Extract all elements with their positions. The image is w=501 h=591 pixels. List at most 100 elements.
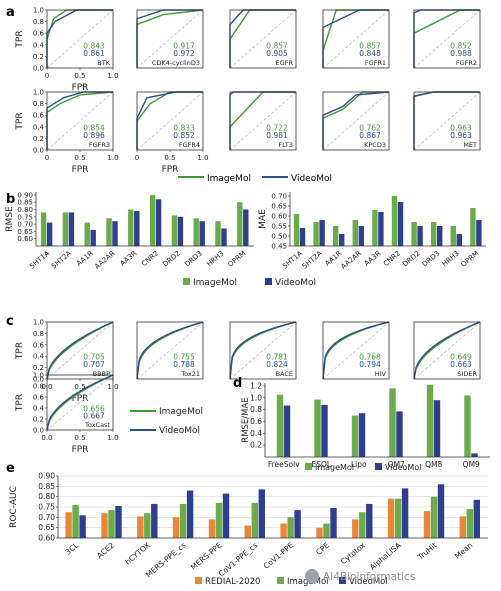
x-category-label: AA1R [75,249,95,267]
bar-imagemol [144,513,151,538]
bar-videomol [358,413,366,457]
legend-swatch [339,577,346,584]
x-axis-label: FPR [162,165,179,175]
bar-imagemol [287,517,294,538]
bar-imagemol [293,214,300,246]
bar-videomol [134,211,140,246]
y-tick-label: 0.4 [250,429,262,438]
roc-curve-videomol [413,321,481,380]
legend-swatch [183,278,190,285]
y-axis-label: ROC-AUC [9,486,19,528]
roc-plot-name: BBBP [93,370,110,378]
y-tick-label: 0.90 [38,472,55,481]
roc-frame [322,9,390,69]
x-category-label: DRD3 [421,249,442,268]
x-category-label: HRH3 [205,249,225,268]
bar-videomol [177,216,184,246]
roc-frame [413,321,481,380]
y-tick-label: 1.2 [250,381,262,390]
bar-imagemol [394,498,402,538]
bar-videomol [476,220,482,246]
wechat-icon [305,569,319,583]
auc-videomol-label: 0.852 [173,131,195,140]
roc-plot-name: ToxCast [84,421,110,429]
bar-redial-2020 [101,513,108,538]
x-tick-label: 1.0 [107,434,118,442]
bar-videomol [319,220,325,246]
x-category-label: DRD2 [401,249,422,268]
auc-videomol-label: 0.963 [450,131,472,140]
y-tick-label: 0.60 [17,235,33,243]
y-axis-label: TPR [15,342,25,360]
roc-frame [229,321,297,380]
roc-plot-name: HIV [375,370,387,378]
bar-videomol [151,503,158,538]
bar-imagemol [313,222,319,246]
roc-frame [136,321,204,380]
x-category-label: AA2AR [339,249,363,271]
bar-imagemol [391,196,398,246]
x-category-label: AA3R [363,249,383,267]
y-axis-label: TPR [15,112,25,130]
bar-videomol [115,506,122,538]
bar-imagemol [470,208,476,246]
auc-imagemol-label: 0.755 [173,353,195,362]
auc-videomol-label: 0.848 [359,49,381,58]
y-tick-label: 0.6 [33,112,45,120]
auc-imagemol-label: 0.705 [83,353,105,362]
x-category-label: DRD2 [161,249,182,268]
bar-redial-2020 [316,527,323,538]
x-category-label: CPE [314,540,331,556]
auc-videomol-label: 0.794 [359,360,381,369]
roc-curve-videomol [46,374,114,431]
bar-videomol [79,515,86,538]
roc-frame [229,91,297,151]
y-tick-label: 0.8 [250,405,262,414]
bar-videomol [397,202,404,246]
x-tick-label: 0.5 [74,72,85,80]
y-tick-label: 0.8 [33,100,44,108]
legend-label: VideoMol [275,278,316,288]
legend-swatch [265,278,272,285]
bar-videomol [243,209,249,246]
legend-swatch [305,463,312,470]
auc-imagemol-label: 0.768 [359,353,381,362]
y-tick-label: 0.4 [33,123,45,131]
roc-frame [413,9,481,69]
bar-imagemol [464,395,471,457]
auc-videomol-label: 0.905 [266,49,288,58]
auc-videomol-label: 0.861 [83,49,105,58]
y-tick-label: 0.45 [271,243,287,251]
bar-imagemol [351,415,359,457]
legend-imagemol-label: ImageMol [159,407,203,417]
auc-videomol-label: 0.896 [83,131,105,140]
x-tick-label: 1.0 [107,72,118,80]
y-tick-label: 0.2 [33,53,44,61]
auc-imagemol-label: 0.857 [359,41,381,50]
y-tick-label: 0.0 [33,376,44,384]
bar-redial-2020 [244,525,251,538]
roc-plot-name: MET [463,141,477,149]
x-category-label: 5HT2A [50,249,73,270]
bar-redial-2020 [280,523,287,538]
bar-imagemol [251,502,258,538]
y-tick-label: 0.75 [38,503,55,512]
roc-plot-name: SIDER [457,370,477,378]
x-category-label: 5HT1A [281,249,304,270]
bar-imagemol [359,512,366,538]
y-axis-label: TPR [15,30,25,48]
roc-plot-name: CDK4-cyclinD3 [152,59,200,67]
roc-diagonal [46,374,114,431]
bar-videomol [321,404,328,457]
roc-diagonal [413,321,481,380]
y-tick-label: 0.80 [17,206,33,214]
bar-videomol [294,510,301,538]
roc-curve-videomol [229,321,297,380]
auc-imagemol-label: 0.963 [450,123,472,132]
x-category-label: hCYTOX [123,541,151,567]
bar-redial-2020 [387,498,395,538]
bar-imagemol [62,212,69,246]
roc-diagonal [229,321,297,380]
y-tick-label: 0.4 [33,405,45,413]
legend-label: ImageMol [287,577,329,587]
